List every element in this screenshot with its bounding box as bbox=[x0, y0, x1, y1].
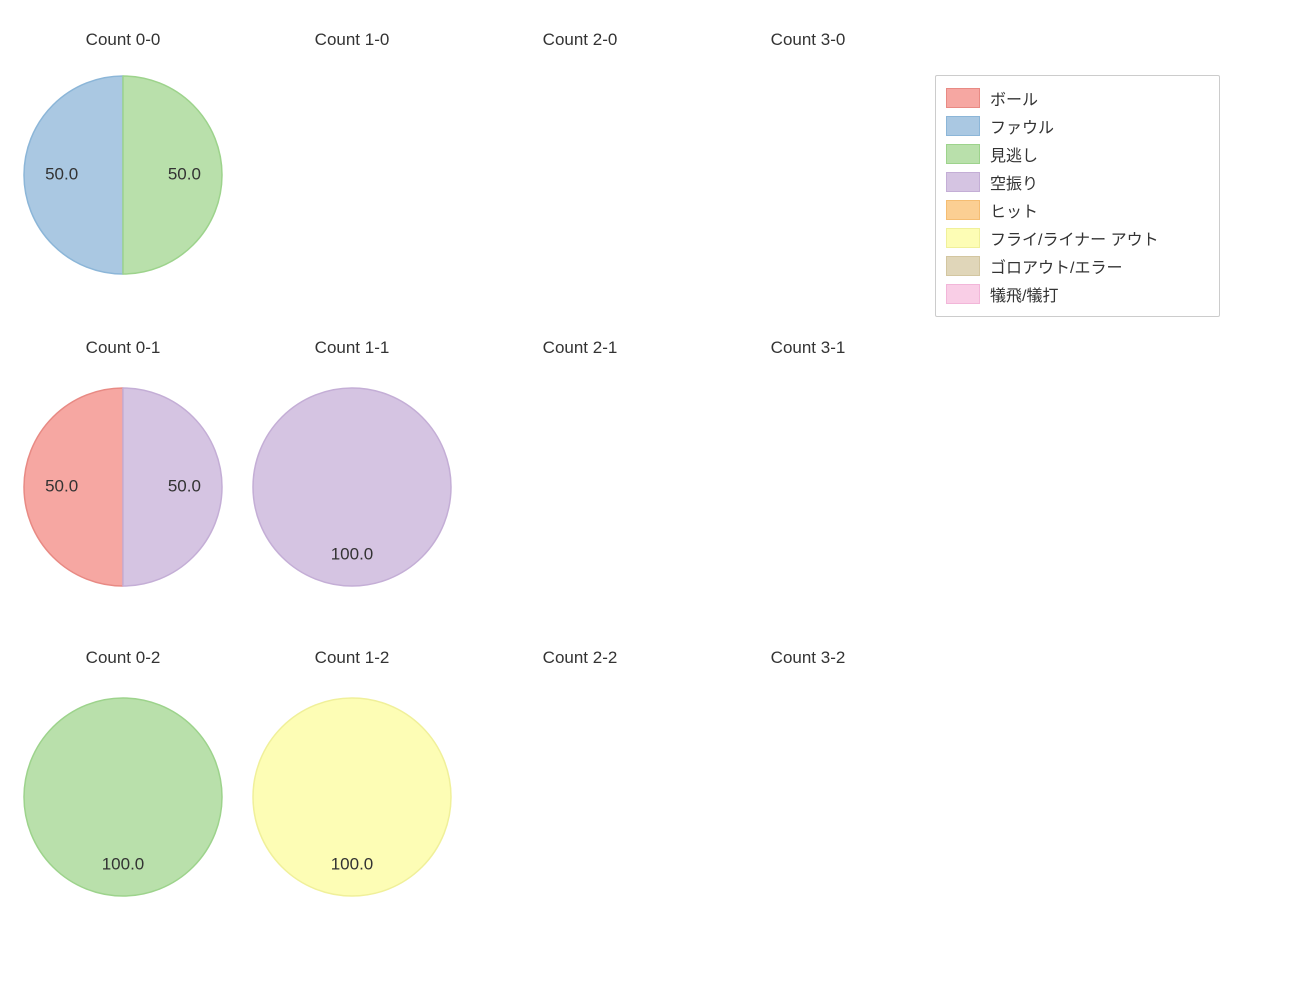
legend-swatch bbox=[946, 256, 980, 276]
legend-item: ヒット bbox=[946, 196, 1207, 224]
legend-item: ファウル bbox=[946, 112, 1207, 140]
legend-swatch bbox=[946, 228, 980, 248]
pie-chart: 100.0 bbox=[249, 384, 455, 590]
panel-title: Count 1-2 bbox=[315, 648, 390, 668]
panel-title: Count 3-1 bbox=[771, 338, 846, 358]
panel-title: Count 3-0 bbox=[771, 30, 846, 50]
legend-item: ボール bbox=[946, 84, 1207, 112]
slice-value-label: 50.0 bbox=[168, 476, 201, 495]
slice-value-label: 100.0 bbox=[102, 854, 145, 873]
legend-label: ゴロアウト/エラー bbox=[990, 254, 1122, 278]
legend-label: ファウル bbox=[990, 114, 1054, 138]
slice-value-label: 50.0 bbox=[168, 164, 201, 183]
legend-item: ゴロアウト/エラー bbox=[946, 252, 1207, 280]
legend-item: 空振り bbox=[946, 168, 1207, 196]
legend-swatch bbox=[946, 116, 980, 136]
legend-swatch bbox=[946, 88, 980, 108]
pie-chart: 50.0 50.0 bbox=[20, 72, 226, 278]
pie-chart: 50.0 50.0 bbox=[20, 384, 226, 590]
legend-swatch bbox=[946, 144, 980, 164]
legend-label: フライ/ライナー アウト bbox=[990, 226, 1159, 250]
slice-value-label: 100.0 bbox=[331, 854, 374, 873]
slice-value-label: 100.0 bbox=[331, 544, 374, 563]
legend-label: 空振り bbox=[990, 170, 1038, 194]
legend-item: 犠飛/犠打 bbox=[946, 280, 1207, 308]
pie-chart: 100.0 bbox=[20, 694, 226, 900]
legend-swatch bbox=[946, 200, 980, 220]
legend: ボールファウル見逃し空振りヒットフライ/ライナー アウトゴロアウト/エラー犠飛/… bbox=[935, 75, 1220, 317]
panel-title: Count 2-1 bbox=[543, 338, 618, 358]
panel-title: Count 0-2 bbox=[86, 648, 161, 668]
panel-title: Count 2-2 bbox=[543, 648, 618, 668]
legend-swatch bbox=[946, 172, 980, 192]
legend-swatch bbox=[946, 284, 980, 304]
panel-title: Count 2-0 bbox=[543, 30, 618, 50]
slice-value-label: 50.0 bbox=[45, 164, 78, 183]
panel-title: Count 3-2 bbox=[771, 648, 846, 668]
legend-item: フライ/ライナー アウト bbox=[946, 224, 1207, 252]
legend-item: 見逃し bbox=[946, 140, 1207, 168]
panel-title: Count 0-0 bbox=[86, 30, 161, 50]
pie-chart: 100.0 bbox=[249, 694, 455, 900]
panel-title: Count 1-0 bbox=[315, 30, 390, 50]
legend-label: ボール bbox=[990, 86, 1038, 110]
slice-value-label: 50.0 bbox=[45, 476, 78, 495]
legend-label: ヒット bbox=[990, 198, 1038, 222]
legend-label: 犠飛/犠打 bbox=[990, 282, 1058, 306]
legend-label: 見逃し bbox=[990, 142, 1038, 166]
panel-title: Count 1-1 bbox=[315, 338, 390, 358]
panel-title: Count 0-1 bbox=[86, 338, 161, 358]
pitch-count-pie-grid: Count 0-0 50.0 50.0 Count 1-0 Count 2-0 Count… bbox=[0, 0, 1300, 1000]
